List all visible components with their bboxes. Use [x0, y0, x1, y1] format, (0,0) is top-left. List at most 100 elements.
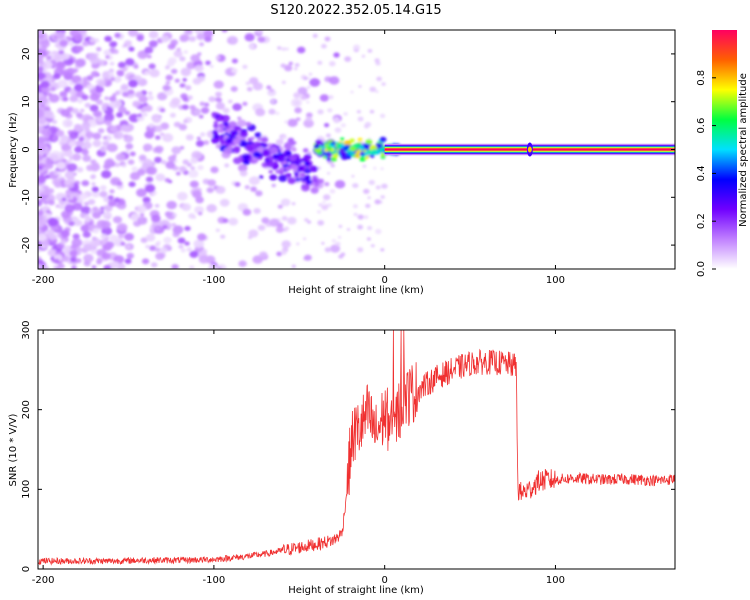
heatmap-cell: [284, 120, 289, 124]
heatmap-cell: [339, 151, 347, 157]
heatmap-cell: [334, 180, 346, 189]
heatmap-cell: [186, 247, 193, 252]
heatmap-cell: [38, 210, 44, 216]
heatmap-cell: [128, 181, 136, 188]
heatmap-cell: [287, 118, 298, 127]
heatmap-cell: [131, 166, 138, 172]
heatmap-cell: [79, 193, 88, 201]
y-tick-label: 10: [21, 95, 32, 108]
heatmap-cell: [84, 127, 91, 133]
heatmap-cell: [181, 203, 192, 212]
heatmap-cell: [189, 265, 195, 269]
heatmap-cell: [280, 63, 286, 68]
heatmap-x-axis-label: Height of straight line (km): [288, 285, 424, 296]
heatmap-cell: [140, 213, 145, 217]
heatmap-cell: [40, 80, 50, 88]
heatmap-cell: [109, 234, 118, 242]
heatmap-cell: [204, 102, 210, 107]
heatmap-cell: [103, 264, 112, 269]
heatmap-cell: [162, 84, 171, 91]
heatmap-cell: [160, 132, 165, 136]
heatmap-cell: [190, 157, 199, 164]
heatmap-cell: [113, 131, 124, 140]
heatmap-cell: [380, 154, 386, 159]
heatmap-cell: [80, 224, 90, 233]
heatmap-cell: [92, 228, 100, 234]
heatmap-cell: [110, 77, 116, 82]
heatmap-cell: [199, 101, 205, 107]
heatmap-cell: [215, 185, 226, 194]
heatmap-cell: [302, 148, 309, 153]
heatmap-cell: [306, 100, 310, 104]
heatmap-cell: [355, 150, 361, 155]
heatmap-cell: [178, 123, 187, 131]
heatmap-cell: [77, 98, 84, 104]
heatmap-cell: [102, 136, 108, 140]
heatmap-cell: [297, 168, 302, 172]
heatmap-cell: [81, 149, 89, 156]
heatmap-cell: [142, 196, 151, 204]
heatmap-cell: [109, 61, 115, 66]
heatmap-cell: [357, 224, 364, 230]
heatmap-cell: [353, 212, 358, 217]
heatmap-cell: [38, 72, 46, 80]
heatmap-cell: [210, 166, 219, 174]
heatmap-cell: [182, 104, 189, 110]
heatmap-cell: [83, 260, 91, 267]
heatmap-cell: [84, 102, 92, 108]
heatmap-cell: [222, 119, 227, 123]
heatmap-cell: [38, 110, 45, 118]
heatmap-cell: [56, 161, 66, 170]
heatmap-cell: [66, 163, 78, 172]
heatmap-cell: [255, 30, 263, 34]
y-tick-label: 0: [21, 566, 32, 572]
heatmap-cell: [68, 155, 74, 160]
heatmap-cell: [104, 158, 115, 168]
heatmap-cell: [88, 75, 93, 80]
heatmap-cell: [242, 64, 248, 69]
heatmap-cell: [144, 70, 150, 76]
heatmap-cell: [72, 233, 80, 240]
heatmap-cell: [74, 123, 82, 130]
heatmap-cell: [380, 167, 384, 170]
heatmap-cell: [301, 157, 308, 163]
heatmap-cell: [83, 254, 94, 263]
heatmap-cell: [364, 155, 370, 160]
heatmap-cell: [75, 258, 82, 264]
heatmap-cell: [83, 201, 90, 206]
heatmap-cell: [365, 139, 373, 145]
heatmap-cell: [120, 241, 126, 246]
heatmap-cell: [188, 36, 196, 42]
heatmap-cell: [268, 108, 276, 115]
heatmap-cell: [57, 263, 65, 269]
heatmap-cell: [242, 101, 248, 106]
heatmap-cell: [243, 159, 250, 166]
heatmap-cell: [38, 37, 43, 44]
heatmap-cell: [192, 77, 202, 85]
heatmap-cell: [233, 146, 241, 152]
heatmap-cell: [149, 69, 160, 78]
heatmap-cell: [329, 189, 336, 194]
heatmap-cell: [241, 153, 250, 161]
heatmap-cell: [89, 93, 100, 102]
heatmap-cell: [111, 99, 123, 108]
heatmap-cell: [144, 184, 156, 193]
heatmap-cell: [324, 247, 332, 253]
heatmap-cell: [375, 185, 381, 190]
heatmap-cell: [42, 265, 50, 269]
heatmap-cell: [310, 187, 319, 194]
heatmap-cell: [356, 110, 361, 114]
heatmap-cell: [220, 134, 225, 138]
heatmap-cell: [118, 233, 125, 239]
heatmap-cell: [231, 68, 238, 74]
heatmap-cell: [369, 86, 377, 93]
heatmap-cell: [171, 97, 181, 106]
heatmap-cell: [60, 210, 71, 219]
snr-x-ticks: -200 -100 0 100: [32, 330, 565, 586]
heatmap-cell: [148, 91, 153, 95]
heatmap-cell: [74, 83, 84, 92]
heatmap-cell: [379, 136, 387, 143]
heatmap-cell: [206, 204, 217, 213]
heatmap-cell: [124, 110, 131, 116]
